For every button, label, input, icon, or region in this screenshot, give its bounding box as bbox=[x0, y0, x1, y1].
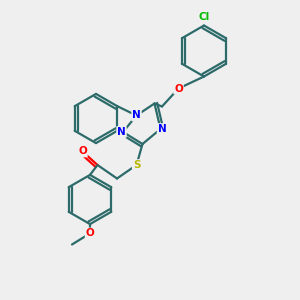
Text: O: O bbox=[85, 228, 94, 239]
Text: N: N bbox=[117, 127, 126, 137]
Text: N: N bbox=[158, 124, 166, 134]
Text: O: O bbox=[78, 146, 87, 157]
Text: Cl: Cl bbox=[198, 11, 210, 22]
Text: O: O bbox=[174, 83, 183, 94]
Text: S: S bbox=[133, 160, 140, 170]
Text: N: N bbox=[132, 110, 141, 121]
